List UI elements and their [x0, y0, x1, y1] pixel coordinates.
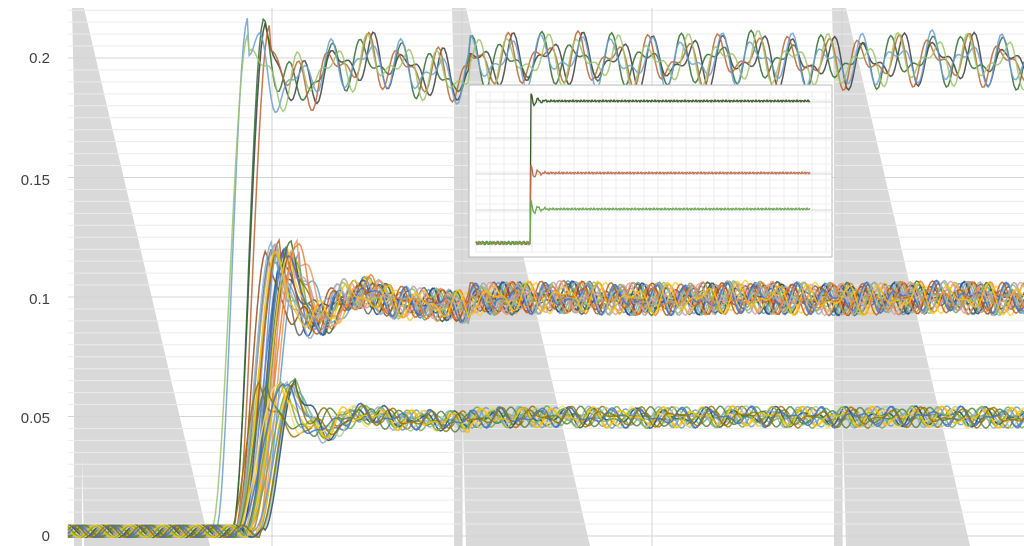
inset-series-line: [475, 164, 811, 246]
series-line: [67, 18, 1024, 538]
y-tick-label: 0.1: [29, 291, 50, 308]
inset-series-group: [475, 93, 811, 246]
series-line: [67, 30, 1024, 538]
series-group: [67, 17, 1024, 539]
inset-series-line: [475, 93, 811, 246]
background-bar: [834, 8, 842, 546]
inset-chart: [468, 84, 833, 258]
y-tick-label: 0.2: [29, 50, 50, 67]
series-line: [67, 381, 1024, 538]
y-tick-label: 0: [42, 528, 50, 545]
series-line: [67, 381, 1024, 538]
series-line: [67, 382, 1024, 538]
y-tick-label: 0.15: [21, 172, 50, 189]
inset-frame: [468, 84, 833, 258]
y-axis: 0 0.05 0.1 0.15 0.2: [21, 50, 50, 545]
background-bar: [74, 8, 82, 546]
inset-grid: [475, 91, 832, 253]
series-line: [67, 383, 1024, 538]
background-bar: [454, 8, 462, 546]
inset-series-line: [475, 200, 811, 246]
grid: [68, 8, 1024, 546]
y-tick-label: 0.05: [21, 410, 50, 427]
background-triangle: [72, 8, 210, 546]
